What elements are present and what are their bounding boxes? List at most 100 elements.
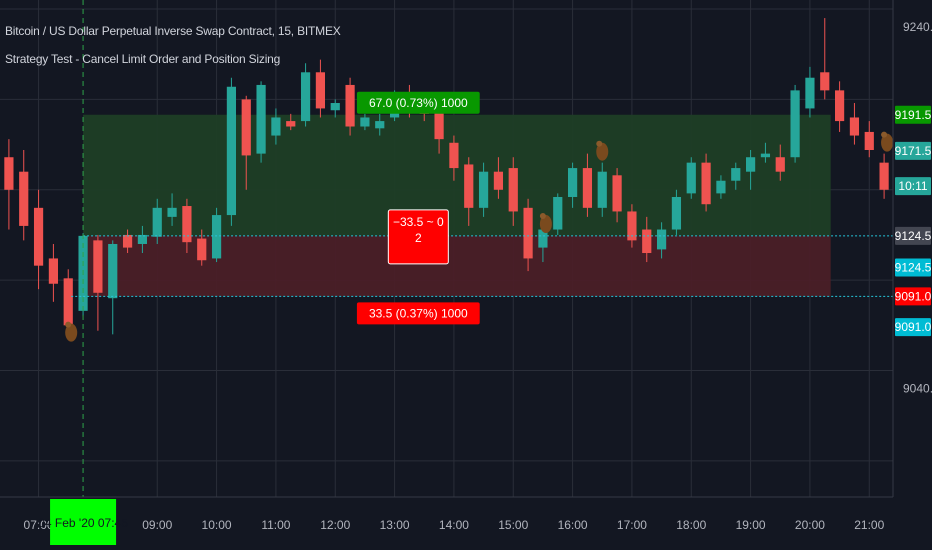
loss-label-bg [356, 302, 480, 325]
candle-up [567, 162, 578, 208]
candle-body [256, 84, 266, 154]
candle-down [48, 243, 59, 302]
exit-marker-right-body [881, 133, 894, 152]
candle-body [93, 240, 103, 293]
candle-body [464, 164, 474, 208]
candle-up [790, 84, 800, 163]
candle-body [716, 180, 726, 194]
candle-down [864, 121, 874, 158]
candles [4, 18, 889, 335]
candle-up [226, 77, 237, 226]
price-tick: 9240.0 [903, 20, 932, 34]
exit-marker-head [596, 140, 603, 147]
time-tick: 10:00 [202, 518, 232, 532]
strategy-title: Strategy Test - Cancel Limit Order and P… [5, 52, 281, 66]
loss-label: 33.5 (0.37%) 1000 [356, 302, 480, 325]
candle-down [182, 198, 192, 254]
time-tick: 07:00 [24, 518, 54, 532]
profit-label-bg [356, 91, 480, 114]
candle-down [582, 153, 593, 217]
candle-down [820, 18, 830, 100]
candle-body [48, 258, 59, 284]
exit-marker-right-head [881, 131, 888, 138]
candle-down [197, 229, 207, 266]
price-badge: 9091.0 [895, 287, 932, 306]
price-badge-text: 9191.5 [895, 108, 932, 122]
price-badge-bg [895, 258, 931, 277]
price-badge-text: 9091.0 [895, 320, 932, 334]
candle-body [820, 72, 830, 91]
price-badge-bg [895, 287, 931, 306]
candle-body [122, 234, 133, 248]
candle-body [241, 99, 251, 156]
candle-body [108, 243, 118, 299]
candle-up [745, 150, 756, 190]
pnl-box: −33.5 ~ 0 2 [387, 209, 449, 265]
pnl-line-1: −33.5 ~ 0 [393, 215, 444, 229]
candle-body [582, 168, 593, 208]
candle-down [19, 150, 29, 241]
candle-down [122, 229, 133, 254]
time-axis-bg [0, 497, 932, 550]
price-tick: 9040.0 [903, 382, 932, 396]
candle-body [553, 196, 563, 230]
overlays: 67.0 (0.73%) 1000 33.5 (0.37%) 1000 −33.5 … [65, 0, 894, 497]
candle-up [597, 162, 607, 217]
candle-down [701, 153, 711, 212]
short-exit-marker-body [539, 214, 552, 233]
candle-body [167, 207, 177, 217]
candle-down [345, 77, 355, 136]
time-tick: 17:00 [617, 518, 647, 532]
price-badge-text: 9124.5 [895, 260, 932, 274]
candle-up [256, 81, 266, 163]
candle-down [286, 113, 296, 131]
candle-down [33, 189, 44, 290]
candle-body [286, 121, 296, 127]
candle-down [493, 157, 504, 199]
time-tick: 14:00 [439, 518, 469, 532]
candle-up [731, 162, 741, 190]
time-tick: 20:00 [795, 518, 825, 532]
candle-down [775, 144, 785, 181]
candle-body [642, 229, 652, 254]
price-badge: 9091.0 [895, 318, 932, 337]
time-tick: 12:00 [320, 518, 350, 532]
candle-body [182, 206, 192, 243]
candle-body [834, 90, 845, 122]
price-badge: 9171.5 [895, 141, 932, 160]
time-tick: 13:00 [380, 518, 410, 532]
price-badge-text: 9124.5 [895, 229, 932, 243]
profit-label-text: 67.0 (0.73%) 1000 [369, 96, 468, 110]
candle-body [879, 162, 889, 190]
candle-up [478, 162, 489, 217]
candle-body [434, 110, 444, 140]
candle-body [508, 168, 518, 212]
candle-down [523, 198, 533, 272]
price-badge: 9124.5 [895, 258, 932, 277]
candle-down [627, 204, 637, 248]
time-tick: 18:00 [676, 518, 706, 532]
candle-body [63, 278, 73, 326]
candle-down [642, 216, 652, 263]
candle-body [300, 72, 311, 122]
price-badge-bg [895, 105, 931, 124]
price-badge-bg [895, 318, 931, 337]
candle-up [760, 142, 771, 163]
candle-up [330, 99, 340, 118]
profit-label: 67.0 (0.73%) 1000 [356, 91, 480, 114]
price-badge-bg [895, 177, 931, 196]
candle-body [345, 84, 355, 127]
candle-body [478, 171, 489, 208]
candle-body [375, 121, 385, 129]
candle-body [790, 90, 800, 158]
candle-body [360, 117, 370, 127]
loss-zone [83, 235, 831, 297]
candle-body [19, 171, 29, 226]
time-tick: 11:00 [261, 518, 290, 532]
candle-body [864, 131, 874, 151]
candle-body [4, 157, 14, 190]
candle-down [834, 81, 845, 132]
date-highlight-bg [50, 499, 117, 545]
short-exit-marker [539, 212, 552, 233]
